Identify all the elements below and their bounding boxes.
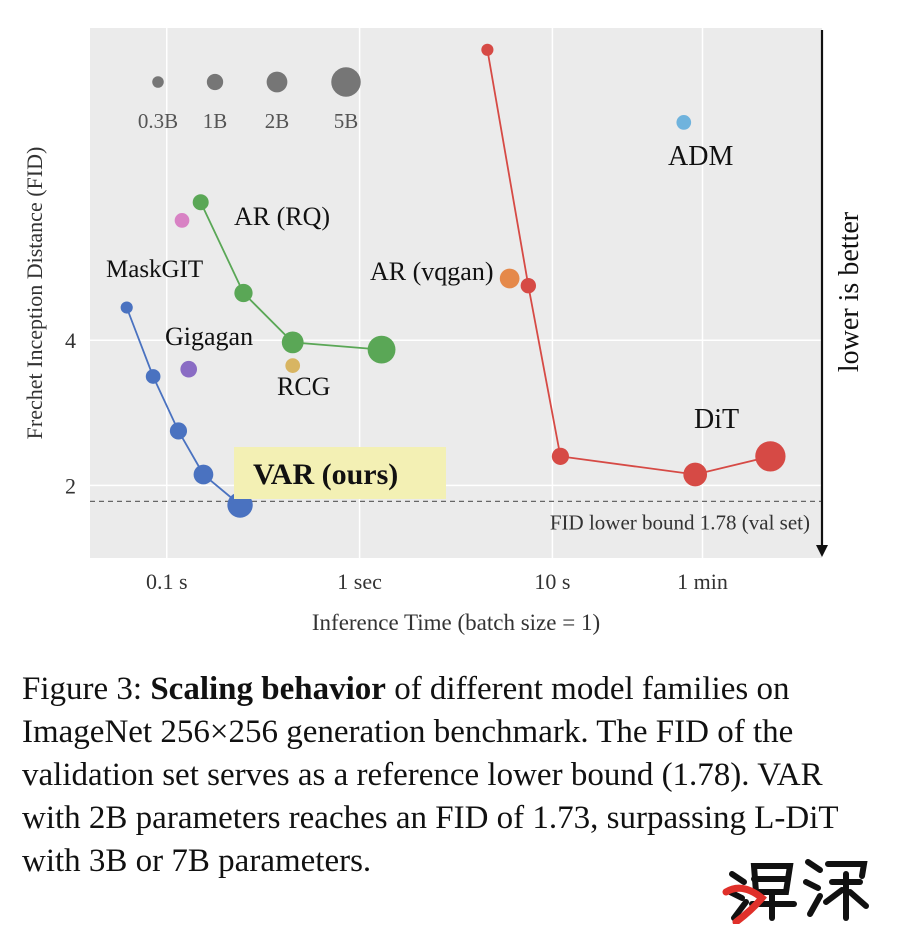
- size-legend-label: 1B: [203, 109, 228, 133]
- adm-label: ADM: [668, 141, 733, 172]
- x-tick-label: 1 sec: [337, 569, 382, 594]
- size-legend-label: 5B: [334, 109, 359, 133]
- dit-point: [755, 441, 786, 472]
- scaling-chart: FID lower bound 1.78 (val set) 0.3B 1B 2B 5…: [22, 28, 865, 635]
- lower-is-better-label: lower is better: [834, 211, 865, 372]
- x-axis-label: Inference Time (batch size = 1): [312, 610, 600, 635]
- ar-rq-label: AR (RQ): [234, 202, 330, 231]
- size-legend-marker: [206, 73, 224, 91]
- ar-rq-point: [281, 331, 304, 354]
- gigagan-label: Gigagan: [165, 322, 253, 351]
- dit-point: [520, 278, 537, 294]
- x-tick-label: 1 min: [677, 569, 728, 594]
- var-ours-point: [145, 369, 161, 384]
- ar-rq-point: [192, 194, 209, 211]
- caption-body-text: of different model families on ImageNet …: [22, 671, 838, 879]
- figure-caption: Figure 3: Scaling behavior of different …: [22, 668, 872, 883]
- x-tick-label: 10 s: [534, 569, 570, 594]
- size-legend-marker: [152, 76, 164, 88]
- dit-point: [551, 447, 570, 465]
- var-ours-point: [120, 301, 133, 314]
- size-legend-label: 0.3B: [138, 109, 178, 133]
- dit-label: DiT: [694, 404, 739, 435]
- size-legend-marker: [331, 67, 361, 97]
- dit-point: [481, 43, 494, 56]
- arrow-head-icon: [816, 545, 828, 557]
- fid-lower-bound-label: FID lower bound 1.78 (val set): [550, 510, 810, 534]
- ar-rq-point: [367, 335, 396, 364]
- maskgit-point: [174, 213, 190, 228]
- size-legend-marker: [266, 71, 288, 93]
- ar-rq-line: [199, 201, 382, 351]
- y-tick-label: 4: [65, 328, 76, 353]
- size-legend-label: 2B: [265, 109, 290, 133]
- gigagan-point: [180, 360, 198, 378]
- ar-vqgan-point: [499, 268, 520, 289]
- ar-rq-point: [234, 283, 253, 303]
- y-tick-label: 2: [65, 473, 76, 498]
- x-tick-label: 0.1 s: [146, 569, 188, 594]
- adm-point: [676, 115, 692, 130]
- rcg-point: [285, 358, 301, 373]
- maskgit-label: MaskGIT: [106, 256, 203, 283]
- var-ours-point: [193, 464, 214, 485]
- rcg-label: RCG: [277, 372, 330, 401]
- watermark-seal: [722, 859, 869, 924]
- y-axis-label: Frechet Inception Distance (FID): [22, 147, 47, 440]
- var-label-highlight: [234, 447, 446, 499]
- var-ours-label: VAR (ours): [253, 458, 398, 491]
- ar-vqgan-label: AR (vqgan): [370, 257, 493, 286]
- var-ours-point: [169, 422, 188, 440]
- dit-point: [683, 462, 708, 487]
- caption-bold-text: Scaling behavior: [150, 671, 386, 707]
- caption-figure-label: Figure 3:: [22, 671, 143, 707]
